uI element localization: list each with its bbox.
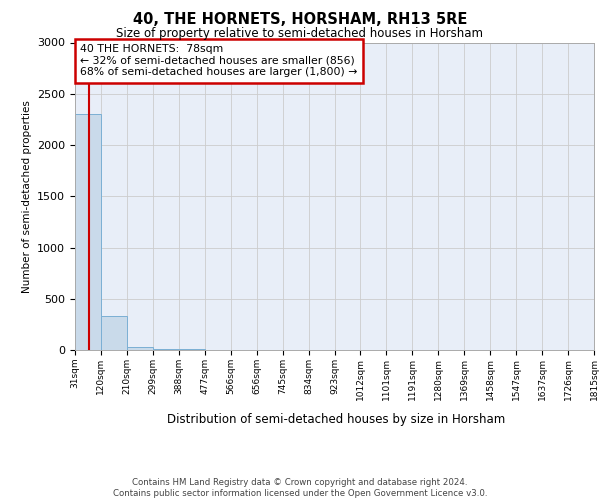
Bar [101,316,127,350]
Text: 40, THE HORNETS, HORSHAM, RH13 5RE: 40, THE HORNETS, HORSHAM, RH13 5RE [133,12,467,27]
Text: Distribution of semi-detached houses by size in Horsham: Distribution of semi-detached houses by … [167,412,505,426]
Bar [153,349,179,350]
Text: 40 THE HORNETS:  78sqm
← 32% of semi-detached houses are smaller (856)
68% of se: 40 THE HORNETS: 78sqm ← 32% of semi-deta… [80,44,358,77]
Bar [75,114,101,350]
Y-axis label: Number of semi-detached properties: Number of semi-detached properties [22,100,32,292]
Text: Size of property relative to semi-detached houses in Horsham: Size of property relative to semi-detach… [116,28,484,40]
Bar [127,347,153,350]
Text: Contains HM Land Registry data © Crown copyright and database right 2024.
Contai: Contains HM Land Registry data © Crown c… [113,478,487,498]
